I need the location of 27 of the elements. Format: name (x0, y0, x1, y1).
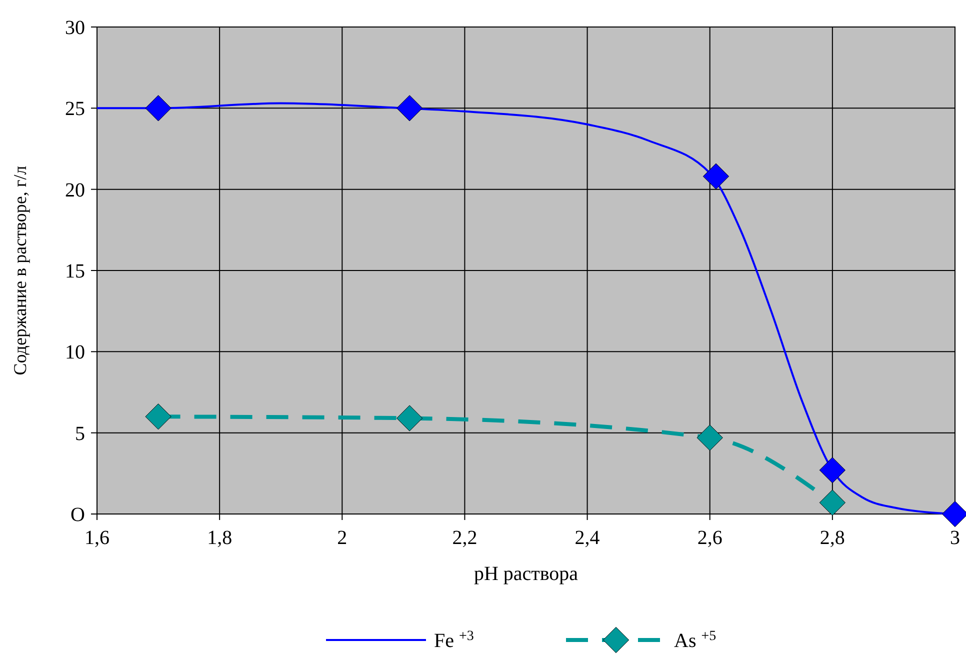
y-tick-label: O (70, 504, 85, 526)
point (819, 457, 846, 484)
x-tick-label: 2 (337, 527, 348, 549)
x-tick-label: 2,8 (820, 527, 845, 549)
point (145, 404, 172, 430)
legend-label: Fe $^{+3}$ (434, 628, 474, 652)
point (696, 424, 723, 451)
y-tick-label: 20 (65, 179, 85, 202)
point (145, 95, 172, 122)
point (819, 490, 846, 516)
point (396, 95, 423, 122)
legend-label: As $^{+5}$ (674, 628, 716, 652)
x-tick-label: 2,6 (697, 527, 722, 549)
x-tick-label: 3 (950, 527, 960, 549)
y-tick-label: 15 (65, 260, 85, 282)
x-tick-label: 1,8 (207, 527, 232, 549)
y-tick-label: 5 (75, 422, 85, 445)
x-tick-label: 2,2 (452, 527, 478, 549)
point (396, 405, 423, 432)
y-tick-label: 25 (65, 98, 85, 120)
x-axis-title: pH раствора (474, 563, 578, 585)
x-tick-label: 1,6 (84, 527, 110, 549)
y-tick-label: 30 (65, 17, 85, 39)
y-axis-title: Содержание в растворе, г/л (10, 166, 30, 376)
point (702, 163, 730, 190)
x-tick-label: 2,4 (574, 527, 600, 549)
y-tick-label: 10 (65, 342, 85, 364)
